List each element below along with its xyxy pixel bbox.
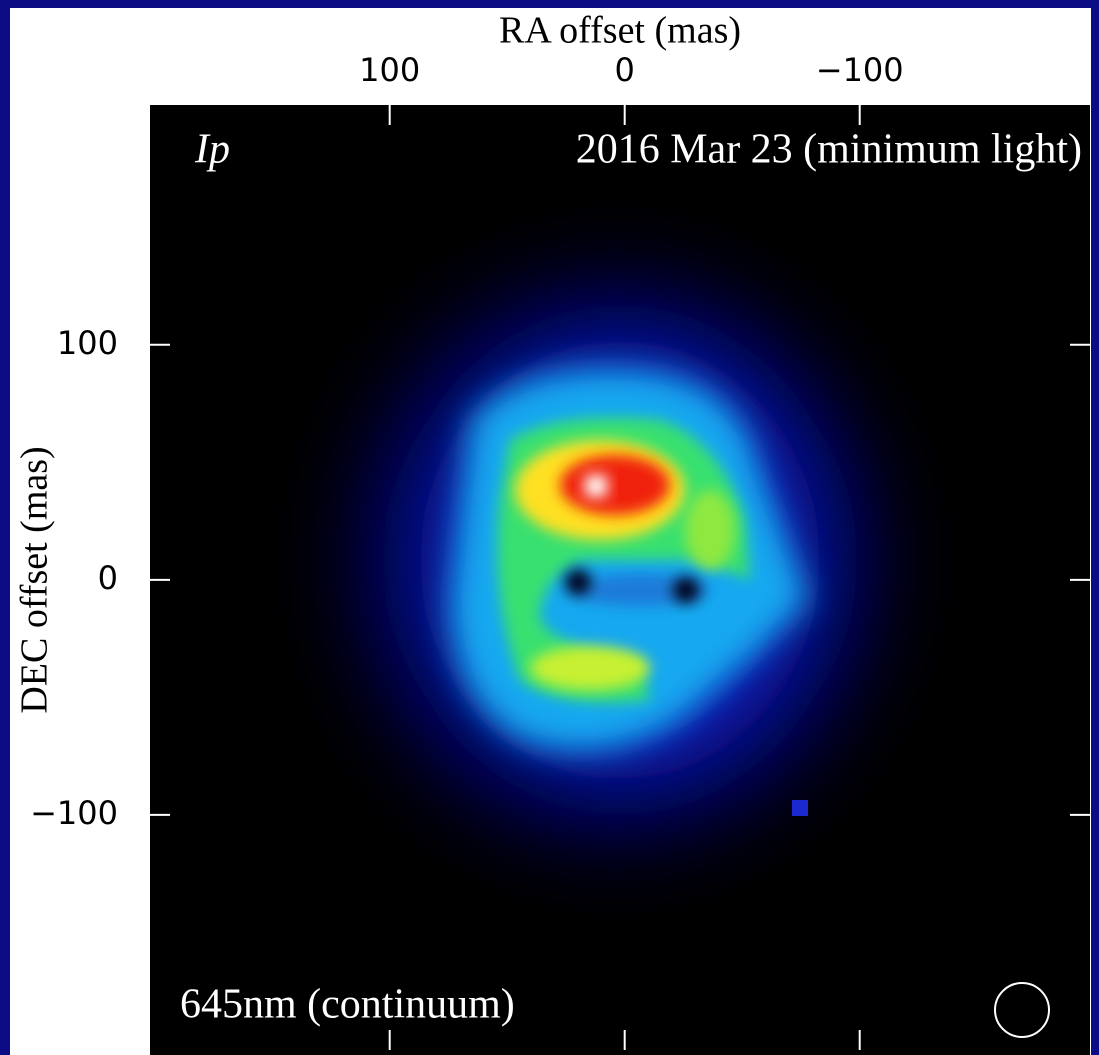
beam [994, 982, 1050, 1038]
wavelength-label: 645nm (continuum) [180, 982, 515, 1028]
y-tick-label: −100 [30, 794, 118, 832]
y-axis-label: DEC offset (mas) [14, 446, 56, 713]
y-tick-label: 100 [57, 324, 118, 362]
x-tick-label: 0 [615, 51, 635, 89]
x-axis-label: RA offset (mas) [499, 10, 741, 52]
x-tick-label: 100 [359, 51, 420, 89]
x-tick-label: −100 [816, 51, 904, 89]
band-label: Ip [194, 127, 230, 173]
date-label: 2016 Mar 23 (minimum light) [576, 127, 1082, 173]
y-tick-label: 0 [98, 559, 118, 597]
image [345, 270, 885, 850]
